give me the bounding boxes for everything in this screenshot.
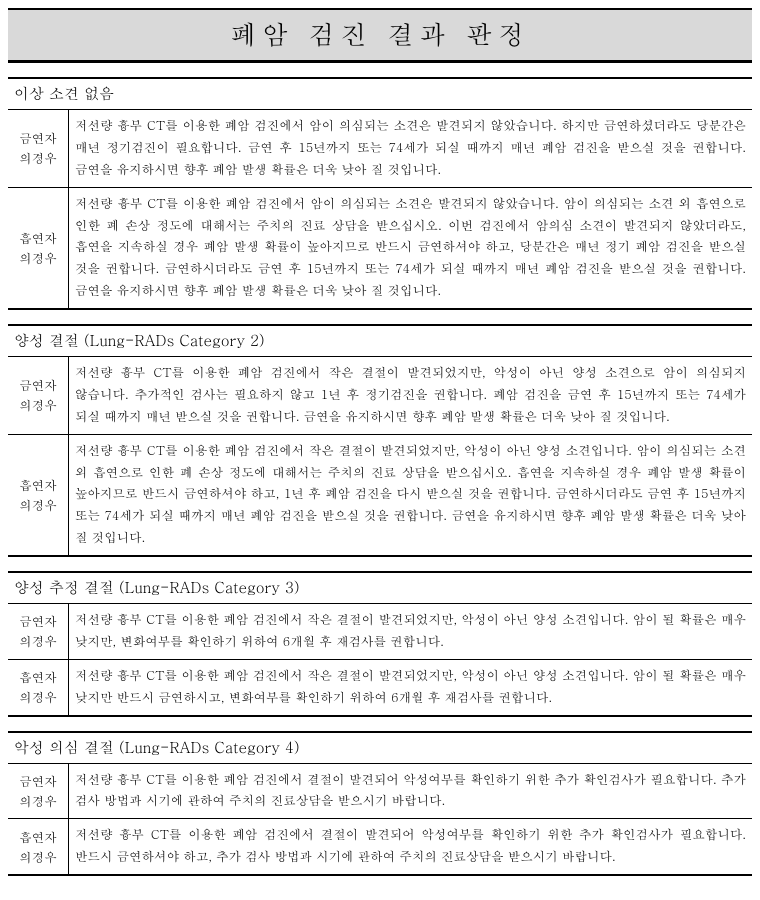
section-header: 이상 소견 없음 [8, 77, 752, 110]
row-content: 저선량 흉부 CT를 이용한 폐암 검진에서 작은 결절이 발견되었지만, 악성… [68, 660, 752, 715]
row-content: 저선량 흉부 CT를 이용한 폐암 검진에서 작은 결절이 발견되었지만, 악성… [68, 357, 752, 434]
result-row: 금연자의경우저선량 흉부 CT를 이용한 폐암 검진에서 작은 결절이 발견되었… [8, 357, 752, 435]
row-content: 저선량 흉부 CT를 이용한 폐암 검진에서 결절이 발견되어 악성여부를 확인… [68, 819, 752, 874]
row-content: 저선량 흉부 CT를 이용한 폐암 검진에서 작은 결절이 발견되었지만, 악성… [68, 604, 752, 659]
row-content: 저선량 흉부 CT를 이용한 폐암 검진에서 암이 의심되는 소견은 발견되지 … [68, 188, 752, 308]
row-label: 금연자의경우 [8, 764, 68, 819]
row-label: 흡연자의경우 [8, 188, 68, 308]
result-row: 금연자의경우저선량 흉부 CT를 이용한 폐암 검진에서 암이 의심되는 소견은… [8, 110, 752, 188]
row-label: 금연자의경우 [8, 604, 68, 659]
result-section: 이상 소견 없음금연자의경우저선량 흉부 CT를 이용한 폐암 검진에서 암이 … [8, 77, 752, 310]
section-header: 양성 추정 결절 (Lung-RADs Category 3) [8, 571, 752, 604]
result-row: 금연자의경우저선량 흉부 CT를 이용한 폐암 검진에서 결절이 발견되어 악성… [8, 764, 752, 820]
row-label: 흡연자의경우 [8, 660, 68, 715]
row-label: 금연자의경우 [8, 357, 68, 434]
result-row: 금연자의경우저선량 흉부 CT를 이용한 폐암 검진에서 작은 결절이 발견되었… [8, 604, 752, 660]
section-header: 양성 결절 (Lung-RADs Category 2) [8, 324, 752, 357]
result-row: 흡연자의경우저선량 흉부 CT를 이용한 폐암 검진에서 결절이 발견되어 악성… [8, 819, 752, 876]
result-row: 흡연자의경우저선량 흉부 CT를 이용한 폐암 검진에서 작은 결절이 발견되었… [8, 660, 752, 717]
result-section: 양성 결절 (Lung-RADs Category 2)금연자의경우저선량 흉부… [8, 324, 752, 557]
result-section: 양성 추정 결절 (Lung-RADs Category 3)금연자의경우저선량… [8, 571, 752, 717]
result-section: 악성 의심 결절 (Lung-RADs Category 4)금연자의경우저선량… [8, 731, 752, 877]
title-block: 폐암 검진 결과 판정 [8, 8, 752, 63]
row-content: 저선량 흉부 CT를 이용한 폐암 검진에서 작은 결절이 발견되었지만, 악성… [68, 435, 752, 555]
page-title: 폐암 검진 결과 판정 [8, 10, 752, 61]
row-content: 저선량 흉부 CT를 이용한 폐암 검진에서 암이 의심되는 소견은 발견되지 … [68, 110, 752, 187]
row-label: 흡연자의경우 [8, 435, 68, 555]
section-header: 악성 의심 결절 (Lung-RADs Category 4) [8, 731, 752, 764]
row-label: 흡연자의경우 [8, 819, 68, 874]
row-label: 금연자의경우 [8, 110, 68, 187]
row-content: 저선량 흉부 CT를 이용한 폐암 검진에서 결절이 발견되어 악성여부를 확인… [68, 764, 752, 819]
result-row: 흡연자의경우저선량 흉부 CT를 이용한 폐암 검진에서 암이 의심되는 소견은… [8, 188, 752, 310]
result-row: 흡연자의경우저선량 흉부 CT를 이용한 폐암 검진에서 작은 결절이 발견되었… [8, 435, 752, 557]
